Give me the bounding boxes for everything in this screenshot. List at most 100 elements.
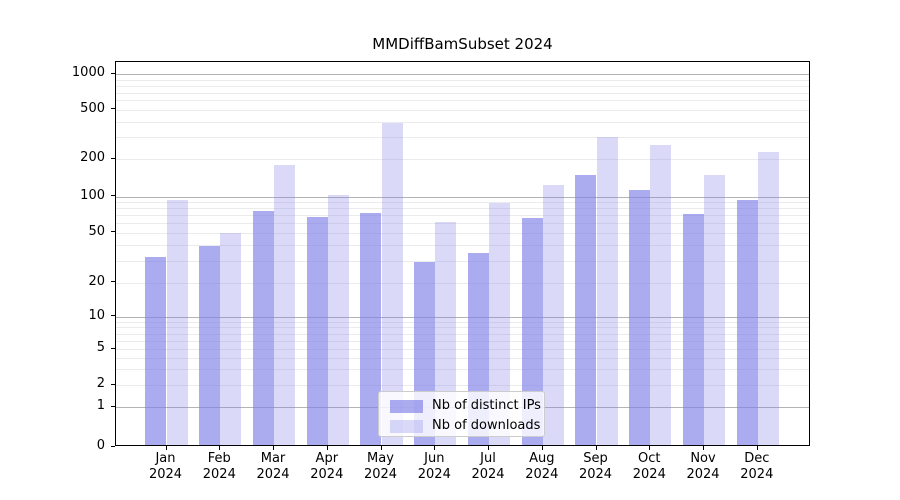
legend-swatch-downloads	[390, 419, 423, 433]
gridline-minor	[116, 121, 809, 123]
gridline-minor	[116, 385, 809, 387]
gridline-minor	[116, 333, 809, 335]
y-tick-label: 1	[96, 398, 105, 413]
gridline-minor	[116, 340, 809, 342]
y-tick-label: 50	[88, 223, 105, 239]
x-tick-label-nov: Nov 2024	[686, 451, 720, 482]
bar-downloads-jan	[166, 200, 188, 445]
x-tick-label-dec: Dec 2024	[740, 451, 774, 482]
y-tick-label: 200	[80, 150, 105, 166]
x-tick-label-feb: Feb 2024	[202, 451, 236, 482]
x-tick-mark	[488, 446, 489, 450]
x-tick-label-jul: Jul 2024	[471, 451, 505, 482]
bar-downloads-oct	[650, 145, 672, 445]
bar-downloads-may	[381, 122, 403, 445]
y-tick-mark	[111, 108, 115, 110]
legend-row-distinct-ips: Nb of distinct IPs	[390, 397, 544, 415]
y-tick-mark	[111, 445, 115, 447]
x-tick-mark	[703, 446, 704, 450]
x-tick-mark	[165, 446, 167, 450]
x-tick-mark	[380, 446, 382, 450]
x-tick-label-sep: Sep 2024	[578, 451, 613, 482]
x-tick-mark	[434, 446, 436, 450]
bar-downloads-jul	[489, 203, 511, 445]
gridline-minor	[116, 202, 809, 204]
chart-title: MMDiffBamSubset 2024	[372, 35, 553, 53]
y-tick-label: 5	[96, 340, 105, 356]
x-tick-mark	[649, 446, 651, 450]
x-tick-mark	[273, 446, 274, 450]
gridline-minor	[116, 109, 809, 111]
y-tick-label: 0	[96, 438, 105, 453]
plot-area	[115, 61, 810, 446]
x-tick-mark	[219, 446, 221, 450]
bar-downloads-nov	[704, 174, 726, 445]
y-tick-label: 500	[80, 100, 105, 116]
x-tick-mark	[595, 446, 597, 450]
x-tick-label-mar: Mar 2024	[256, 451, 290, 482]
gridline-minor	[116, 159, 809, 161]
gridline-minor	[116, 85, 809, 87]
legend-row-downloads: Nb of downloads	[390, 417, 544, 435]
x-tick-label-apr: Apr 2024	[310, 451, 344, 482]
gridline-minor	[116, 260, 809, 262]
y-tick-label: 2	[96, 376, 105, 392]
gridline-minor	[116, 223, 809, 225]
gridline-minor	[116, 369, 809, 371]
x-tick-label-jun: Jun 2024	[417, 451, 451, 482]
gridline-minor	[116, 92, 809, 94]
legend-label-downloads: Nb of downloads	[432, 418, 541, 433]
bar-ips-oct	[629, 189, 651, 445]
y-tick-mark	[111, 347, 115, 349]
gridline-major	[116, 316, 809, 318]
y-tick-mark	[111, 281, 115, 283]
gridline-minor	[116, 79, 809, 81]
y-tick-label: 100	[80, 187, 105, 203]
y-tick-mark	[111, 383, 115, 385]
legend-swatch-distinct-ips	[390, 399, 423, 413]
y-tick-mark	[111, 405, 115, 407]
gridline-minor	[116, 349, 809, 351]
y-tick-mark	[111, 157, 115, 159]
bar-downloads-feb	[220, 232, 242, 445]
x-tick-mark	[541, 446, 543, 450]
bar-downloads-dec	[757, 152, 779, 445]
y-tick-label: 10	[88, 307, 105, 323]
bar-ips-dec	[736, 200, 758, 445]
gridline-minor	[116, 215, 809, 217]
gridline-minor	[116, 282, 809, 284]
bar-ips-jan	[145, 256, 167, 445]
bar-ips-apr	[306, 217, 328, 445]
gridline-minor	[116, 208, 809, 210]
bar-ips-sep	[575, 174, 597, 445]
bar-downloads-jun	[435, 222, 457, 445]
y-tick-label: 1000	[71, 65, 105, 81]
bar-downloads-apr	[327, 194, 349, 445]
legend: Nb of distinct IPs Nb of downloads	[378, 391, 545, 437]
bar-downloads-mar	[274, 164, 296, 445]
gridline-minor	[116, 244, 809, 246]
gridline-minor	[116, 137, 809, 139]
gridline-major	[116, 196, 809, 198]
bar-downloads-aug	[542, 184, 564, 445]
bar-ips-nov	[682, 214, 704, 445]
gridline-major	[116, 74, 809, 76]
y-tick-mark	[111, 195, 115, 197]
bar-ips-aug	[521, 217, 543, 445]
gridline-minor	[116, 321, 809, 323]
x-tick-label-aug: Aug 2024	[525, 451, 559, 482]
gridline-minor	[116, 327, 809, 329]
bar-ips-may	[360, 213, 382, 445]
gridline-minor	[116, 358, 809, 360]
x-tick-label-may: May 2024	[363, 451, 398, 482]
gridline-minor	[116, 232, 809, 234]
bar-ips-mar	[252, 211, 274, 445]
legend-label-distinct-ips: Nb of distinct IPs	[432, 398, 541, 413]
x-tick-label-oct: Oct 2024	[632, 451, 666, 482]
x-tick-label-jan: Jan 2024	[148, 451, 183, 482]
bar-downloads-sep	[596, 137, 618, 445]
y-tick-label: 20	[88, 273, 105, 289]
y-tick-mark	[111, 231, 115, 233]
y-tick-mark	[111, 315, 115, 317]
